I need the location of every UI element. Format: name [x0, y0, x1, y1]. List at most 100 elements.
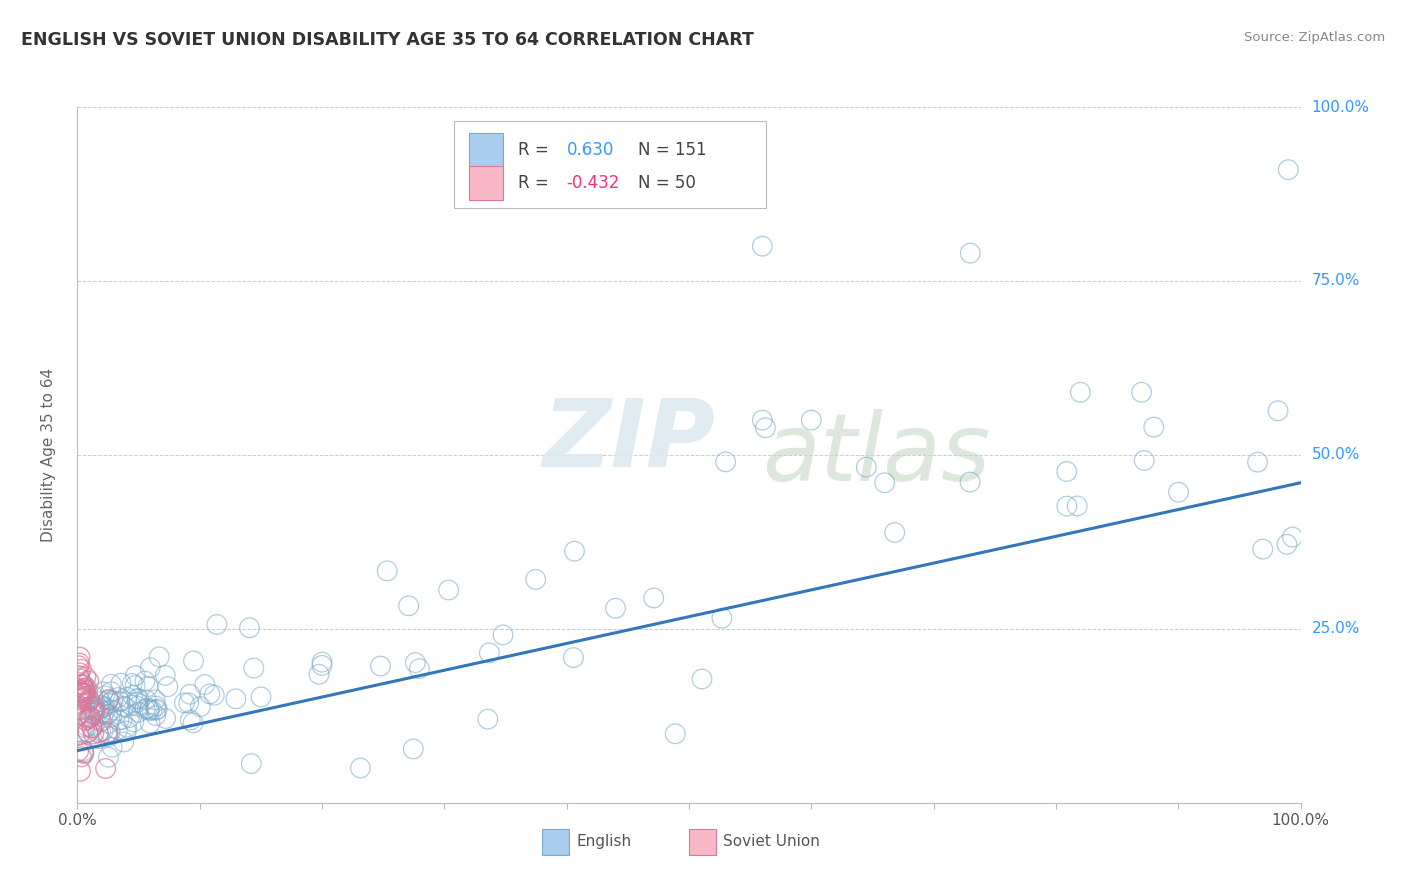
Point [97, 730, 120, 744]
Point [139, 660, 162, 674]
Point [127, 695, 149, 709]
Text: 25.0%: 25.0% [1312, 622, 1360, 636]
Point [100, 677, 122, 691]
Point [120, 698, 142, 713]
Point [90, 706, 112, 720]
Point [883, 525, 905, 540]
Point [408, 662, 430, 676]
Point [112, 699, 135, 714]
Point [89, 702, 111, 716]
Point [76, 725, 98, 739]
Point [91, 685, 114, 699]
Point [80, 710, 103, 724]
Point [605, 601, 627, 615]
Text: 0.630: 0.630 [567, 141, 614, 159]
Point [404, 656, 426, 670]
Text: 75.0%: 75.0% [1312, 274, 1360, 288]
Point [69, 706, 91, 721]
Point [127, 705, 149, 719]
Point [155, 668, 177, 682]
Point [198, 687, 221, 701]
Point [82, 689, 104, 703]
Point [97, 693, 120, 707]
Text: 100.0%: 100.0% [1312, 100, 1369, 114]
Point [562, 650, 585, 665]
Point [79, 710, 101, 724]
Point [225, 691, 247, 706]
Point [121, 689, 143, 703]
Text: N = 50: N = 50 [637, 174, 696, 192]
Point [72, 746, 94, 760]
Text: English: English [576, 834, 631, 849]
Point [98, 696, 121, 710]
Point [205, 617, 228, 632]
Point [75, 684, 97, 698]
Point [69, 672, 91, 686]
Text: ZIP: ZIP [543, 395, 716, 487]
Point [100, 684, 122, 698]
Text: R =: R = [517, 174, 554, 192]
Point [83, 727, 105, 741]
Point [73, 682, 96, 697]
Point [1277, 162, 1299, 177]
Point [127, 691, 149, 706]
Point [710, 611, 733, 625]
Point [1143, 420, 1166, 434]
Point [69, 764, 91, 779]
Point [101, 740, 124, 755]
Point [114, 699, 136, 714]
Point [82, 706, 104, 720]
Point [437, 582, 460, 597]
Point [108, 713, 131, 727]
Point [664, 727, 686, 741]
Point [643, 591, 665, 605]
Point [145, 703, 167, 717]
Point [115, 724, 138, 739]
Point [83, 706, 105, 720]
Point [94, 762, 117, 776]
Point [97, 750, 120, 764]
Point [238, 621, 260, 635]
Point [115, 690, 138, 705]
Point [398, 599, 420, 613]
Point [90, 698, 112, 713]
Point [69, 686, 91, 700]
Point [121, 676, 143, 690]
Point [83, 704, 105, 718]
Point [77, 692, 100, 706]
Point [70, 703, 93, 717]
Point [1246, 455, 1268, 469]
Point [311, 655, 333, 669]
Point [112, 735, 135, 749]
Point [69, 689, 91, 703]
Point [202, 688, 225, 702]
Point [751, 413, 773, 427]
Point [148, 649, 170, 664]
Point [136, 680, 159, 694]
Point [76, 720, 98, 734]
Point [138, 702, 160, 716]
Point [127, 699, 149, 714]
Point [108, 695, 131, 709]
Point [402, 742, 425, 756]
Point [79, 694, 101, 708]
Point [72, 685, 94, 699]
Point [67, 656, 90, 670]
Point [107, 690, 129, 705]
Point [139, 716, 162, 731]
Point [76, 683, 98, 698]
Bar [468, 166, 503, 200]
Point [115, 720, 138, 734]
Point [349, 761, 371, 775]
Point [82, 704, 104, 718]
Point [134, 674, 156, 689]
Point [67, 728, 90, 742]
Point [107, 723, 129, 737]
Point [69, 683, 91, 698]
Point [124, 679, 146, 693]
Point [1167, 485, 1189, 500]
FancyBboxPatch shape [454, 121, 766, 208]
Point [1133, 453, 1156, 467]
Point [75, 686, 97, 700]
Point [145, 708, 167, 723]
